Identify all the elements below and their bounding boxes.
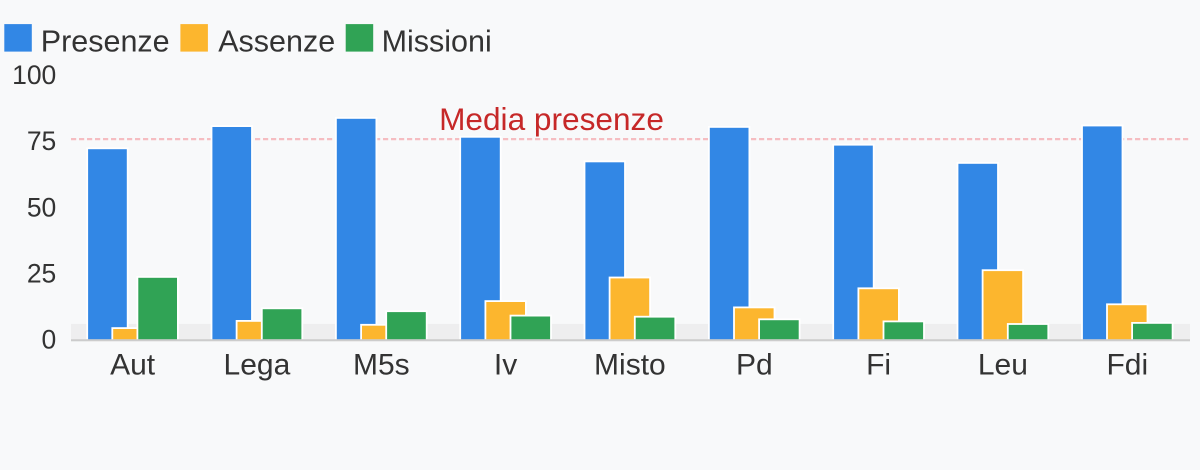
- svg-text:Leu: Leu: [978, 349, 1028, 382]
- svg-text:0: 0: [42, 325, 57, 355]
- svg-text:Pd: Pd: [736, 349, 773, 382]
- svg-text:Fdi: Fdi: [1106, 349, 1148, 382]
- svg-text:Lega: Lega: [224, 349, 291, 382]
- svg-text:Iv: Iv: [494, 349, 517, 382]
- svg-text:Media presenze: Media presenze: [439, 101, 664, 137]
- svg-text:100: 100: [12, 60, 56, 90]
- svg-text:Presenze: Presenze: [41, 25, 170, 59]
- svg-text:Assenze: Assenze: [218, 25, 335, 59]
- svg-text:M5s: M5s: [353, 349, 410, 382]
- svg-text:Misto: Misto: [594, 349, 666, 382]
- svg-text:75: 75: [27, 126, 56, 156]
- svg-text:Missioni: Missioni: [382, 25, 492, 59]
- svg-text:Fi: Fi: [866, 349, 891, 382]
- svg-text:Aut: Aut: [110, 349, 156, 382]
- svg-text:50: 50: [27, 192, 56, 222]
- svg-text:25: 25: [27, 259, 56, 289]
